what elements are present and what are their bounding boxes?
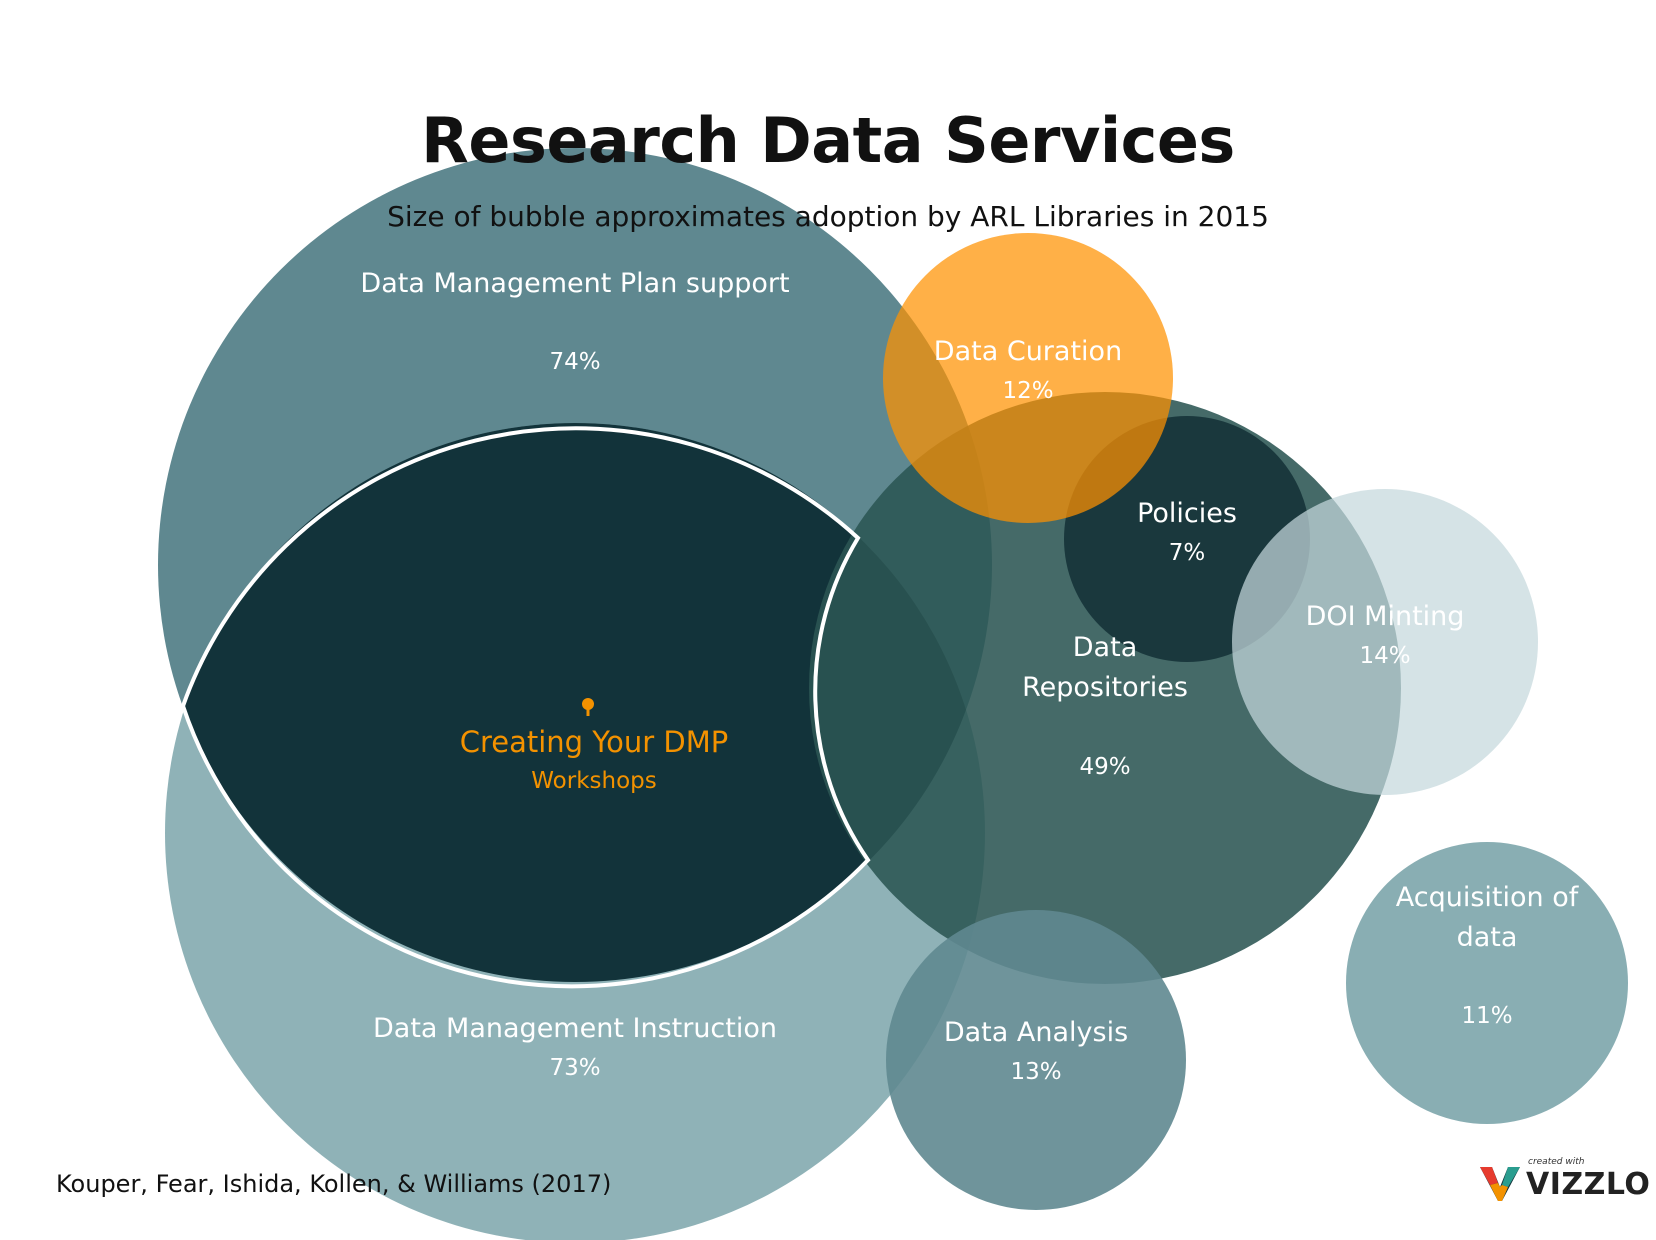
label-data-repositories-line-2: Repositories (1022, 672, 1188, 703)
bubble-creating-your-dmp (165, 423, 985, 982)
label-dmp-instruction: Data Management Instruction (373, 1013, 777, 1044)
value-data-repositories: 49% (1079, 754, 1130, 780)
label-workshops: Workshops (531, 768, 656, 794)
value-dmp-support: 74% (549, 349, 600, 375)
source-citation: Kouper, Fear, Ishida, Kollen, & Williams… (56, 1170, 612, 1198)
pin-icon (582, 698, 594, 716)
value-acquisition: 11% (1461, 1003, 1512, 1029)
label-acquisition-line-1: Acquisition of (1396, 882, 1580, 913)
creating-your-dmp-outline (180, 426, 871, 989)
label-policies: Policies (1137, 498, 1237, 529)
vizzlo-logo-icon (1480, 1167, 1520, 1201)
value-dmp-instruction: 73% (549, 1055, 600, 1081)
bubble-data-curation (883, 233, 1173, 523)
value-data-curation: 12% (1002, 378, 1053, 404)
bubble-data-analysis (886, 910, 1186, 1210)
label-doi-minting: DOI Minting (1306, 601, 1465, 632)
chart-title: Research Data Services (421, 104, 1235, 177)
value-data-analysis: 13% (1010, 1059, 1061, 1085)
label-dmp-support: Data Management Plan support (360, 268, 789, 299)
label-data-repositories-line-1: Data (1073, 632, 1137, 663)
label-data-curation: Data Curation (934, 336, 1122, 367)
vizzlo-logo: created with VIZZLO (1478, 1157, 1650, 1203)
label-data-analysis: Data Analysis (944, 1017, 1128, 1048)
value-doi-minting: 14% (1359, 643, 1410, 669)
logo-small-text: created with (1528, 1157, 1585, 1167)
logo-brand: VIZZLO (1526, 1167, 1651, 1202)
label-creating-your-dmp: Creating Your DMP (460, 725, 729, 759)
value-policies: 7% (1169, 540, 1206, 566)
chart-subtitle: Size of bubble approximates adoption by … (387, 200, 1269, 233)
label-acquisition-line-2: data (1457, 922, 1518, 953)
bubble-doi-minting (1232, 489, 1538, 795)
bubble-acquisition (1346, 842, 1628, 1124)
